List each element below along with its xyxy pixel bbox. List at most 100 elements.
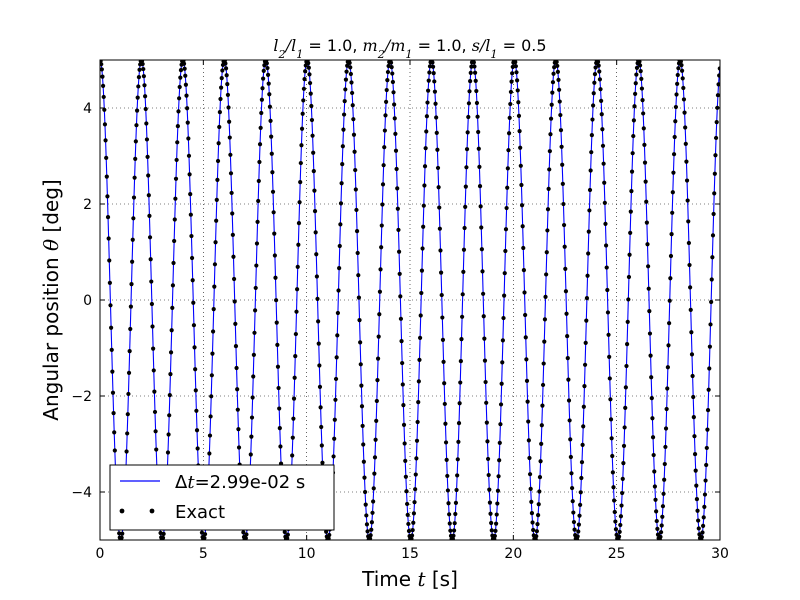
exact-point [684, 159, 689, 164]
exact-point [350, 90, 355, 96]
exact-point [688, 285, 693, 290]
exact-point [578, 490, 583, 495]
exact-point [460, 314, 465, 319]
exact-point [236, 445, 242, 450]
exact-point [579, 475, 584, 481]
exact-point [670, 210, 675, 215]
exact-point [312, 209, 318, 214]
exact-point [630, 151, 635, 156]
exact-point [348, 71, 353, 77]
exact-point [125, 412, 130, 417]
exact-point [188, 191, 193, 197]
exact-point [576, 522, 582, 527]
exact-point [333, 376, 339, 382]
exact-point [505, 166, 510, 171]
exact-point [308, 80, 313, 86]
exact-point [445, 488, 450, 493]
exact-point [298, 160, 303, 166]
exact-point [480, 269, 485, 274]
exact-point [707, 344, 713, 349]
exact-point [638, 69, 643, 74]
exact-point [662, 477, 667, 482]
exact-point [650, 435, 656, 440]
exact-point [560, 181, 565, 186]
exact-point [392, 116, 397, 121]
exact-point [673, 104, 679, 110]
exact-point [641, 111, 646, 116]
exact-point [193, 388, 198, 393]
exact-point [693, 468, 698, 473]
exact-point [623, 385, 628, 390]
legend-entry-exact: Exact [175, 502, 225, 523]
exact-point [174, 157, 179, 163]
exact-point [459, 337, 464, 342]
exact-point [406, 528, 412, 534]
exact-point [171, 260, 176, 266]
exact-point [390, 79, 395, 85]
exact-point [589, 150, 594, 155]
exact-point [267, 92, 272, 97]
exact-point [131, 195, 137, 200]
exact-point [713, 135, 719, 141]
exact-point [684, 178, 690, 183]
exact-point [275, 364, 281, 369]
exact-point [117, 531, 122, 536]
exact-point [104, 174, 109, 179]
exact-point [211, 307, 216, 312]
exact-point [631, 118, 636, 123]
exact-point [291, 396, 297, 401]
exact-point [112, 430, 117, 435]
exact-point [401, 422, 407, 427]
exact-point [681, 97, 687, 102]
exact-point [597, 77, 603, 82]
exact-point [468, 70, 473, 75]
exact-point [561, 201, 566, 207]
exact-point [663, 444, 668, 450]
exact-point [539, 441, 544, 446]
exact-point [134, 108, 140, 113]
exact-point [128, 326, 133, 332]
exact-point [146, 193, 151, 198]
exact-point [501, 315, 506, 321]
exact-point [515, 78, 520, 83]
exact-point [595, 60, 601, 64]
exact-point [145, 154, 150, 159]
exact-point [395, 206, 400, 211]
exact-point [317, 363, 322, 368]
exact-point [608, 397, 613, 402]
exact-point [259, 97, 264, 102]
exact-point [106, 236, 111, 241]
y-tick-label: 2 [83, 197, 92, 213]
exact-point [377, 312, 382, 317]
exact-point [634, 65, 640, 70]
exact-point [526, 419, 531, 424]
exact-point [701, 515, 706, 520]
exact-point [333, 397, 338, 402]
exact-point [406, 521, 411, 527]
exact-point [452, 521, 457, 526]
exact-point [426, 78, 431, 83]
exact-point [185, 106, 190, 111]
exact-point [617, 529, 622, 534]
exact-point [508, 89, 514, 95]
exact-point [213, 240, 218, 245]
exact-point [629, 189, 634, 194]
exact-point [359, 404, 365, 409]
exact-point [110, 390, 116, 395]
legend-entry-numerical: Δt=2.99e-02 s [175, 472, 305, 493]
exact-point [454, 487, 459, 493]
exact-point [152, 409, 158, 415]
exact-point [397, 271, 402, 277]
exact-point [379, 245, 384, 250]
exact-point [102, 122, 108, 127]
exact-point [403, 458, 408, 463]
exact-point [712, 191, 717, 196]
exact-point [421, 203, 426, 208]
exact-point [612, 509, 617, 515]
exact-point [394, 166, 399, 172]
exact-point [260, 86, 265, 91]
exact-point [415, 419, 420, 425]
exact-point [177, 84, 182, 90]
exact-point [621, 461, 626, 466]
exact-point [112, 448, 117, 453]
